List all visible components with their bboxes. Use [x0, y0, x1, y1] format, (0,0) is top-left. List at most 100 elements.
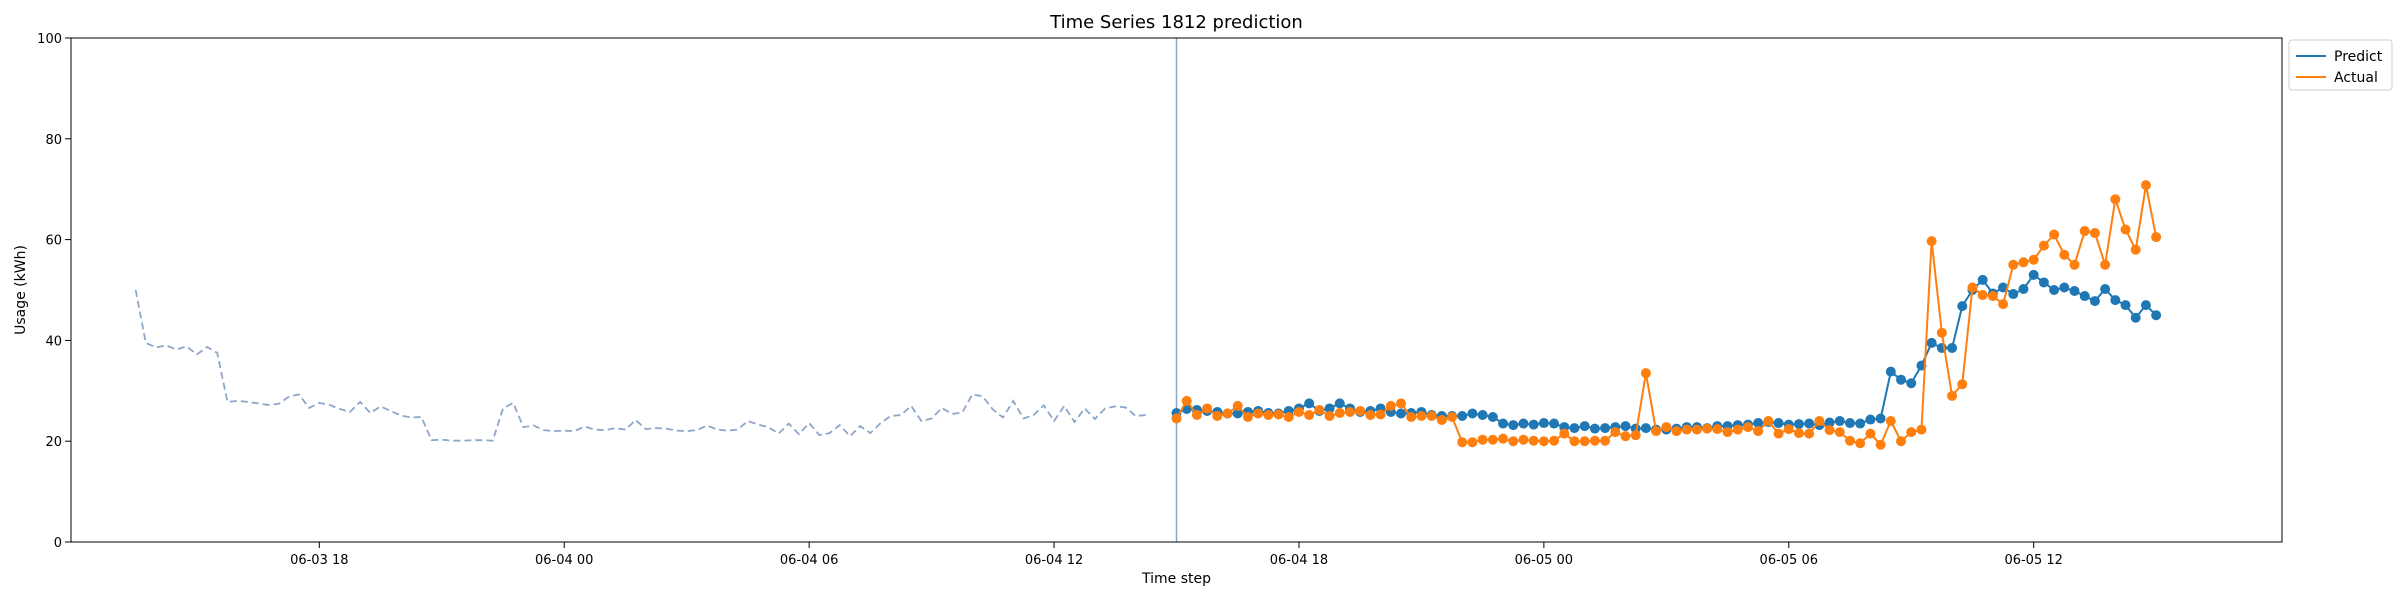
data-point-predict [1457, 411, 1468, 421]
x-axis-label: Time step [1141, 571, 1211, 587]
x-tick-label: 06-05 00 [1515, 553, 1573, 568]
y-tick-label: 40 [45, 334, 62, 349]
data-point-predict [1865, 414, 1876, 425]
data-point-actual [1538, 436, 1549, 447]
data-point-predict [2028, 269, 2039, 280]
data-point-actual [1477, 434, 1488, 445]
data-point-actual [2130, 244, 2141, 255]
data-point-actual [2069, 259, 2080, 270]
data-point-predict [1528, 419, 1539, 430]
data-point-predict [2018, 283, 2029, 294]
data-point-actual [1783, 424, 1794, 435]
data-point-actual [1232, 400, 1243, 411]
data-point-actual [1793, 428, 1804, 439]
data-point-actual [1222, 408, 1233, 419]
data-point-actual [1926, 236, 1937, 247]
data-point-predict [2008, 289, 2019, 300]
data-point-actual [1344, 406, 1355, 417]
data-point-predict [1579, 421, 1590, 432]
y-tick-label: 0 [54, 536, 62, 551]
data-point-actual [1406, 412, 1417, 423]
data-point-actual [1498, 433, 1509, 444]
data-point-actual [1845, 435, 1856, 446]
data-point-actual [1671, 426, 1682, 437]
data-point-predict [2089, 296, 2100, 307]
data-point-actual [1896, 436, 1907, 447]
data-point-actual [1916, 424, 1927, 435]
data-point-predict [1998, 282, 2009, 293]
plot-frame [70, 37, 2283, 543]
data-point-predict [1324, 403, 1335, 414]
data-point-predict [1487, 412, 1498, 423]
series-line-predict [1176, 273, 2157, 431]
data-point-actual [1732, 424, 1743, 435]
ticks: 0 20 40 60 80 100 06-03 18 06-04 00 06-04 06 06-0… [37, 32, 2063, 568]
data-point-actual [1283, 412, 1294, 423]
chart-title: Time Series 1812 prediction [1049, 12, 1303, 33]
data-point-predict [1538, 418, 1549, 429]
plot-area [134, 38, 2162, 542]
data-point-predict [2038, 277, 2049, 288]
data-point-actual [1355, 405, 1366, 416]
data-point-actual [1804, 428, 1815, 439]
legend: Predict Actual [2288, 39, 2393, 91]
data-point-predict [1793, 419, 1804, 430]
data-point-actual [1314, 404, 1325, 415]
y-axis-label: Usage (kWh) [13, 245, 29, 335]
data-point-actual [1324, 411, 1335, 421]
data-point-predict [1896, 374, 1907, 385]
data-point-predict [1947, 342, 1958, 353]
data-point-predict [1508, 420, 1519, 431]
data-point-actual [1977, 290, 1988, 301]
data-point-predict [2120, 300, 2131, 311]
data-point-predict [2130, 312, 2141, 323]
data-point-actual [1640, 368, 1651, 379]
data-point-actual [1365, 409, 1376, 420]
data-point-predict [1620, 421, 1631, 432]
data-point-actual [1753, 426, 1764, 437]
data-point-actual [2110, 194, 2121, 205]
data-point-actual [1722, 427, 1733, 438]
legend-label-actual: Actual [2334, 70, 2378, 86]
data-point-actual [1242, 412, 1253, 423]
data-point-predict [1600, 423, 1611, 434]
data-point-predict [1753, 418, 1764, 429]
x-tick-label: 06-04 12 [1025, 553, 1083, 568]
y-tick-label: 60 [45, 234, 62, 249]
data-point-actual [1202, 403, 1213, 414]
data-point-actual [2059, 249, 2070, 260]
data-point-actual [1416, 411, 1427, 421]
data-point-actual [1630, 430, 1641, 441]
data-point-actual [1610, 427, 1621, 438]
series-line-actual [1175, 184, 2158, 447]
data-point-actual [1834, 427, 1845, 438]
data-point-actual [2100, 259, 2111, 270]
data-point-actual [1467, 437, 1478, 448]
data-point-predict [2151, 310, 2162, 321]
data-point-actual [1702, 423, 1713, 434]
data-point-actual [1661, 422, 1672, 433]
data-point-actual [1651, 426, 1662, 437]
data-point-actual [1181, 395, 1192, 406]
data-point-actual [1865, 428, 1876, 439]
data-point-predict [1304, 398, 1315, 409]
data-point-actual [1334, 407, 1345, 418]
data-point-actual [1426, 411, 1437, 421]
data-point-actual [2140, 180, 2151, 191]
data-point-actual [1549, 435, 1560, 446]
data-point-actual [1436, 415, 1447, 426]
y-tick-label: 100 [37, 32, 62, 47]
data-point-actual [1385, 400, 1396, 411]
data-point-predict [1804, 418, 1815, 429]
data-point-actual [1855, 438, 1866, 449]
data-point-actual [1263, 409, 1274, 420]
x-tick-label: 06-05 06 [1760, 553, 1818, 568]
y-tick-label: 20 [45, 435, 62, 450]
data-point-predict [2049, 285, 2060, 295]
data-point-actual [2049, 229, 2060, 240]
data-point-predict [1549, 418, 1560, 429]
data-point-predict [1640, 423, 1651, 434]
data-point-actual [1508, 436, 1519, 447]
data-point-actual [1957, 379, 1968, 390]
x-tick-label: 06-04 00 [535, 553, 593, 568]
